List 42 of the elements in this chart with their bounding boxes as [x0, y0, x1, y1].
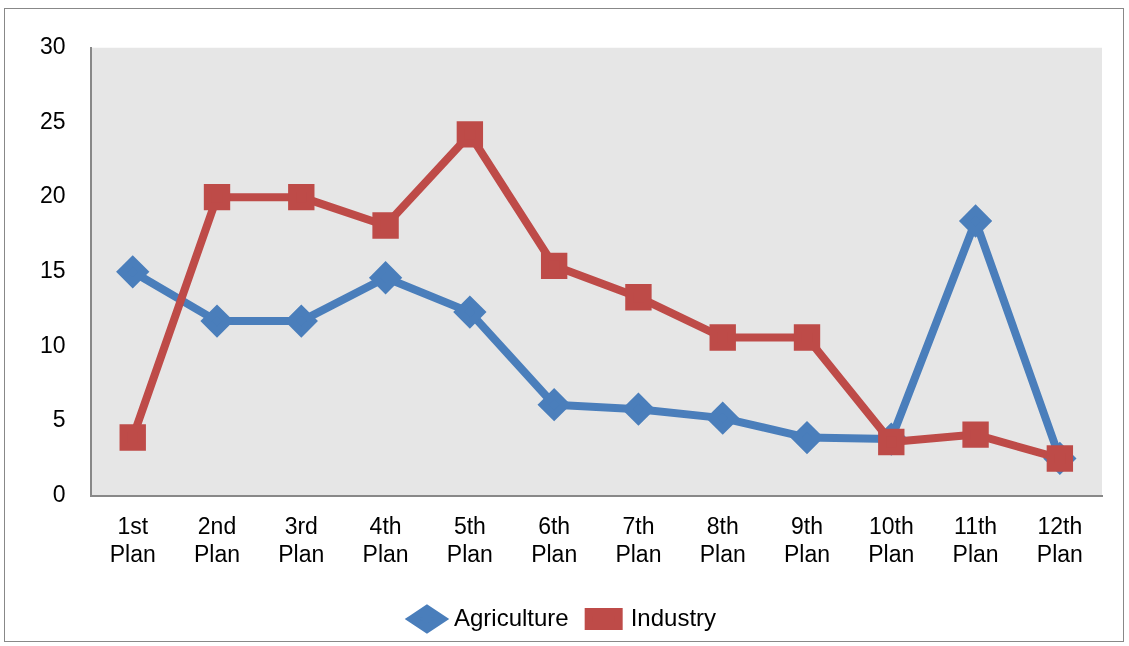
legend-label: Agriculture [453, 603, 569, 631]
y-tick-label: 20 [39, 182, 66, 209]
point [792, 422, 822, 453]
y-tick-label: 5 [52, 406, 66, 433]
point [623, 394, 654, 425]
point [454, 297, 485, 328]
point [793, 324, 821, 351]
point [625, 283, 652, 311]
y-tick-label: 15 [39, 257, 66, 284]
point [960, 206, 991, 237]
point [709, 324, 736, 351]
point [878, 428, 905, 456]
x-tick-label: 5th Plan [446, 512, 493, 567]
point [370, 262, 401, 293]
point [119, 424, 146, 451]
point [286, 306, 317, 337]
y-tick-label: 25 [39, 107, 66, 134]
x-tick-label: 3rd Plan [278, 512, 325, 567]
x-tick-label: 1st Plan [109, 512, 156, 567]
x-tick-label: 6th Plan [531, 512, 578, 567]
x-tick-label: 8th Plan [699, 512, 746, 567]
point [288, 183, 315, 211]
y-tick-label: 10 [39, 331, 66, 358]
point [456, 121, 484, 148]
legend-label: Industry [630, 603, 717, 631]
point [707, 403, 738, 434]
point [540, 252, 568, 280]
point [372, 212, 399, 239]
x-tick-label: 10th Plan [868, 512, 915, 567]
x-tick-label: 11th Plan [952, 512, 999, 567]
point [962, 421, 989, 448]
y-tick-label: 30 [39, 33, 66, 60]
point [202, 306, 233, 337]
x-tick-label: 9th Plan [783, 512, 831, 567]
y-tick-label: 0 [52, 481, 66, 508]
point [117, 256, 148, 287]
x-tick-label: 4th Plan [362, 512, 409, 567]
x-tick-label: 12th Plan [1036, 512, 1083, 567]
x-tick-label: 2nd Plan [193, 512, 241, 567]
point [539, 389, 570, 420]
point [203, 183, 231, 211]
x-tick-label: 7th Plan [615, 512, 662, 567]
